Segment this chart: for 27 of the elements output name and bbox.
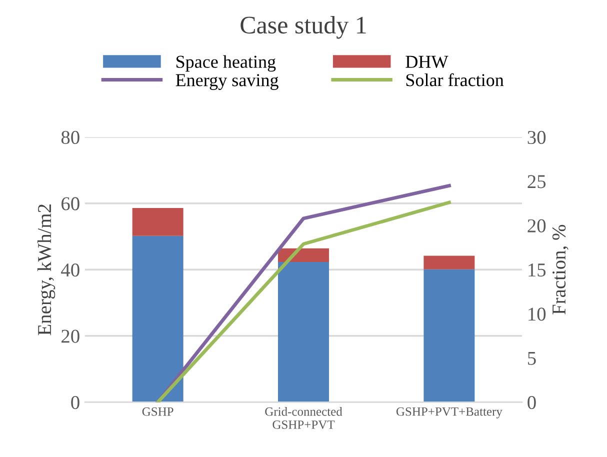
y-tick-label: 60 <box>62 197 80 210</box>
y-tick-label: 80 <box>61 130 80 144</box>
y-tick-label: 20 <box>62 330 80 343</box>
legend-label: Energy saving <box>176 74 278 90</box>
legend-label: DHW <box>406 56 448 68</box>
y2-tick-label: 10 <box>528 308 546 321</box>
y2-axis-title: Fraction, % <box>552 224 568 314</box>
x-tick-label: GSHP <box>142 407 174 416</box>
y2-tick-label: 0 <box>528 396 536 410</box>
chart-title: Case study 1 <box>240 16 366 39</box>
y-tick-label: 40 <box>61 263 80 277</box>
legend-label: Space heating <box>176 55 276 72</box>
y2-tick-label: 30 <box>528 130 546 144</box>
y2-tick-label: 25 <box>528 175 546 188</box>
bar <box>132 236 184 402</box>
y-tick-label: 0 <box>71 396 80 410</box>
bar <box>132 208 184 236</box>
y2-tick-label: 5 <box>528 352 536 365</box>
y2-tick-label: 15 <box>528 264 546 277</box>
bar <box>424 269 475 402</box>
bar <box>278 262 329 402</box>
y2-tick-label: 20 <box>528 219 546 232</box>
x-tick-label: GSHP+PVT+Battery <box>396 407 502 418</box>
legend-label: Solar fraction <box>406 73 504 86</box>
y-axis-title: Energy, kWh/m2 <box>37 204 56 336</box>
x-tick-label: Grid-connected GSHP+PVT <box>265 407 342 429</box>
bar <box>424 256 475 270</box>
